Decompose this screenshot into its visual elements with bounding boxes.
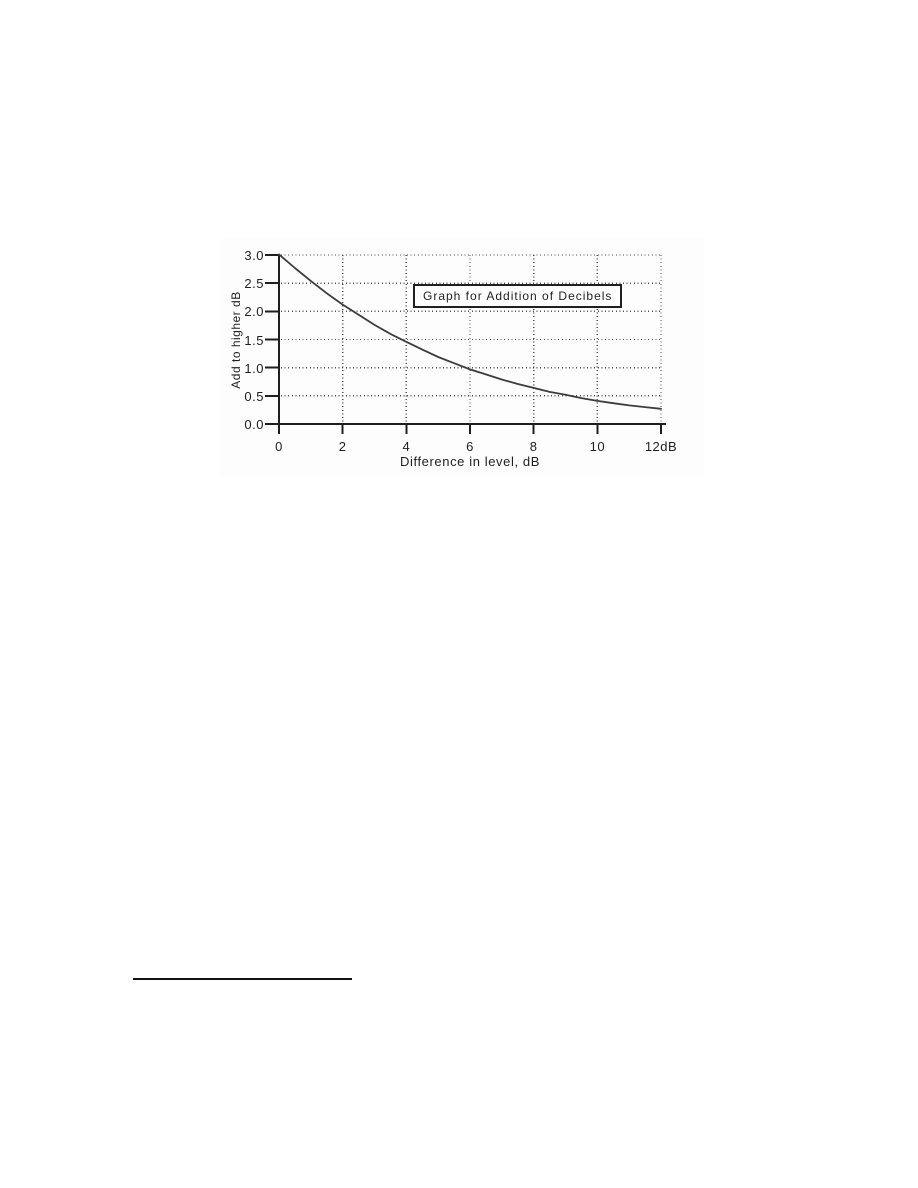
- decibel-addition-chart: Graph for Addition of Decibels Add to hi…: [220, 238, 705, 478]
- y-tick-label: 1.0: [244, 360, 264, 376]
- y-tick-label: 0.5: [244, 388, 264, 404]
- x-axis-label: Difference in level, dB: [399, 454, 541, 469]
- chart-title: Graph for Addition of Decibels: [413, 284, 623, 308]
- y-tick-label: 3.0: [244, 248, 264, 263]
- y-tick-label: 2.5: [244, 276, 264, 292]
- y-tick-label: 0.0: [244, 417, 264, 432]
- plot-area: [265, 253, 666, 434]
- x-tick-label: 0: [275, 439, 283, 454]
- x-tick-label: 4: [402, 439, 411, 454]
- x-tick-label: 8: [529, 439, 538, 454]
- footnote-rule: [133, 978, 352, 980]
- curve-add-to-higher-level: [278, 253, 662, 410]
- y-tick-label: 1.5: [244, 332, 264, 348]
- y-tick-label: 2.0: [244, 304, 264, 320]
- x-tick-label: 10: [589, 439, 606, 454]
- x-tick-label: 12dB: [644, 439, 678, 454]
- x-tick-label: 2: [338, 439, 347, 454]
- x-tick-label: 6: [466, 439, 474, 454]
